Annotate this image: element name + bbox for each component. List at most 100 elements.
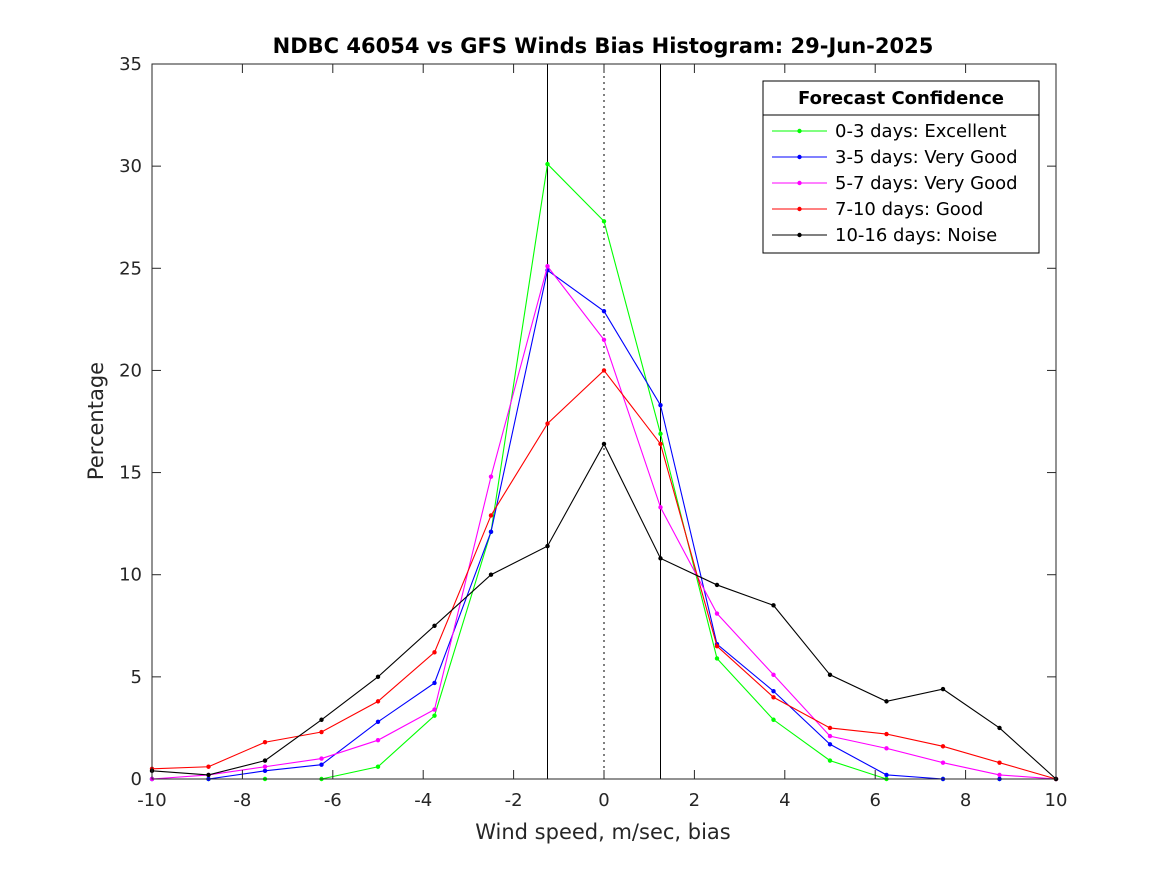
data-point — [545, 543, 550, 549]
x-tick-label: -8 — [233, 790, 251, 811]
x-tick-label: 6 — [869, 790, 880, 811]
data-point — [827, 725, 833, 731]
data-point — [884, 731, 889, 737]
x-tick-label: -2 — [505, 790, 523, 811]
legend-label: 5-7 days: Very Good — [835, 173, 1018, 194]
series-5 — [149, 441, 1059, 782]
data-point — [432, 623, 437, 628]
axes — [151, 63, 1057, 780]
legend-swatch-marker — [797, 128, 802, 134]
data-point — [319, 756, 324, 761]
data-point — [601, 368, 607, 373]
legend-label: 3-5 days: Very Good — [835, 147, 1018, 168]
data-point — [206, 772, 211, 778]
data-point — [601, 308, 607, 314]
data-point — [771, 672, 776, 678]
data-point — [714, 644, 720, 649]
y-axis-title: Percentage — [84, 362, 108, 480]
data-point — [658, 505, 663, 510]
legend-label: 0-3 days: Excellent — [835, 121, 1007, 142]
data-point — [771, 695, 776, 700]
x-tick-label: -10 — [137, 790, 166, 811]
data-point — [884, 699, 889, 704]
series-3 — [149, 264, 1059, 782]
data-point — [601, 219, 607, 224]
x-tick-label: -6 — [324, 790, 342, 811]
legend-item: 7-10 days: Good — [772, 199, 983, 220]
legend-item: 0-3 days: Excellent — [772, 121, 1007, 142]
data-point — [262, 768, 268, 774]
y-tick-label: 35 — [119, 54, 142, 75]
legend-item: 10-16 days: Noise — [772, 225, 997, 246]
data-point — [827, 733, 833, 739]
data-point — [997, 725, 1002, 731]
x-tick-label: -4 — [414, 790, 432, 811]
data-point — [319, 729, 324, 735]
y-tick-label: 30 — [119, 156, 142, 177]
data-point — [375, 737, 381, 743]
data-point — [319, 762, 324, 767]
data-point — [375, 719, 381, 724]
data-point — [375, 699, 381, 704]
data-point — [658, 556, 663, 561]
data-point — [940, 686, 946, 692]
data-point — [319, 717, 324, 722]
data-point — [771, 688, 776, 694]
legend-swatch-marker — [797, 180, 802, 186]
data-point — [601, 337, 607, 342]
data-point — [827, 672, 833, 678]
legend-swatch-marker — [797, 206, 802, 212]
data-point — [545, 161, 550, 167]
data-point — [601, 441, 607, 447]
x-tick-label: 0 — [598, 790, 609, 811]
data-point — [262, 740, 268, 745]
y-tick-label: 25 — [119, 258, 142, 279]
data-point — [488, 513, 494, 518]
legend-title: Forecast Confidence — [798, 88, 1004, 109]
legend-label: 10-16 days: Noise — [835, 225, 997, 246]
data-point — [545, 264, 550, 269]
y-tick-label: 0 — [131, 769, 142, 790]
legend-item: 3-5 days: Very Good — [772, 147, 1018, 168]
data-point — [884, 772, 889, 778]
data-point — [432, 650, 437, 655]
legend: Forecast Confidence 0-3 days: Excellent 3-… — [762, 80, 1040, 254]
y-tick-label: 5 — [131, 667, 142, 688]
data-point — [714, 582, 720, 588]
y-tick-label: 10 — [119, 565, 142, 586]
data-point — [827, 758, 833, 763]
x-tick-label: 8 — [960, 790, 971, 811]
x-tick-label: 4 — [779, 790, 790, 811]
data-point — [884, 746, 889, 751]
data-point — [997, 772, 1002, 778]
data-point — [262, 758, 268, 763]
data-point — [488, 572, 494, 577]
data-point — [432, 707, 437, 712]
data-point — [997, 760, 1002, 765]
data-point — [432, 713, 437, 718]
tick-labels: -10 -8 -6 -4 -2 0 2 4 6 8 10 0 5 10 15 20 25 30 35 — [119, 54, 1067, 811]
data-point — [206, 764, 211, 769]
data-point — [658, 441, 663, 447]
data-point — [545, 421, 550, 426]
x-axis-title: Wind speed, m/sec, bias — [475, 820, 731, 844]
y-tick-label: 15 — [119, 463, 142, 484]
data-point — [375, 764, 381, 769]
data-point — [432, 680, 437, 686]
legend-swatch-marker — [797, 154, 802, 160]
data-point — [940, 760, 946, 765]
legend-item: 5-7 days: Very Good — [772, 173, 1018, 194]
data-point — [658, 402, 663, 408]
data-point — [488, 529, 494, 535]
legend-box — [762, 80, 1040, 254]
data-point — [658, 431, 663, 436]
chart-title: NDBC 46054 vs GFS Winds Bias Histogram: … — [273, 34, 934, 58]
series-2 — [149, 268, 1059, 782]
data-point — [771, 603, 776, 608]
legend-label: 7-10 days: Good — [835, 199, 983, 220]
y-tick-label: 20 — [119, 360, 142, 381]
data-point — [488, 474, 494, 479]
x-tick-label: 2 — [689, 790, 700, 811]
data-point — [940, 744, 946, 749]
